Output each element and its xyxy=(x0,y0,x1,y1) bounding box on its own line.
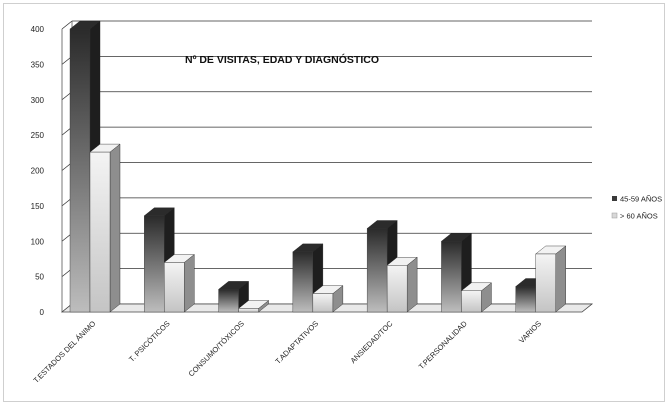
x-tick-label: T. PSICÓTICOS xyxy=(127,319,172,364)
bar-60-plus-5 xyxy=(460,282,492,313)
x-tick-label: T.PERSONALIDAD xyxy=(417,319,469,371)
bar-front xyxy=(366,228,388,313)
grid-depth-line xyxy=(61,20,73,30)
chart-title: Nº DE VISITAS, EDAD Y DIAGNÓSTICO xyxy=(185,53,379,66)
bar-side xyxy=(555,245,566,313)
y-tick-label: 150 xyxy=(31,202,45,211)
y-tick-label: 0 xyxy=(40,308,45,317)
bar-side xyxy=(406,256,418,313)
bar-60-plus-2 xyxy=(238,300,270,313)
bar-front xyxy=(515,286,536,313)
bar-front xyxy=(386,265,408,313)
y-tick-label: 350 xyxy=(31,60,45,69)
bar-front xyxy=(144,215,165,313)
bar-60-plus-1 xyxy=(163,254,195,313)
bar-front xyxy=(238,308,259,313)
bar-front xyxy=(312,293,334,313)
y-tick-label: 300 xyxy=(31,96,45,105)
bar-front xyxy=(292,251,314,313)
bar-side xyxy=(109,143,121,313)
bar-60-plus-0 xyxy=(89,143,121,313)
y-tick-label: 250 xyxy=(31,131,45,140)
legend-label-45-59: 45-59 AÑOS xyxy=(620,195,662,204)
y-tick-label: 400 xyxy=(31,25,45,34)
legend-swatch-60-plus xyxy=(611,212,618,219)
bar-front xyxy=(218,289,239,313)
bar-front xyxy=(164,262,185,313)
x-tick-label: CONSUMO/TÓXICOS xyxy=(187,319,246,378)
x-tick-label: VARIOS xyxy=(517,319,543,345)
legend-label-60-plus: > 60 AÑOS xyxy=(620,212,658,221)
y-tick-label: 200 xyxy=(31,167,45,176)
bar-front xyxy=(89,151,111,313)
x-tick-label: T.ADAPTATIVOS xyxy=(273,319,320,366)
bar-front xyxy=(69,28,91,313)
legend: 45-59 AÑOS > 60 AÑOS xyxy=(611,195,662,221)
x-tick-label: ANSIEDAD/TOC xyxy=(349,319,395,365)
bar-front xyxy=(461,290,482,313)
y-tick-label: 50 xyxy=(35,273,44,282)
bar-60-plus-3 xyxy=(312,285,344,313)
y-tick-label: 100 xyxy=(31,237,45,246)
bar-60-plus-4 xyxy=(386,256,418,313)
bar-side xyxy=(184,254,195,313)
bar-front xyxy=(535,253,556,313)
bar-60-plus-6 xyxy=(535,245,567,313)
x-tick-label: T.ESTADOS DEL ÁNIMO xyxy=(32,319,98,385)
legend-swatch-45-59 xyxy=(612,196,617,201)
bar-front xyxy=(441,241,462,313)
